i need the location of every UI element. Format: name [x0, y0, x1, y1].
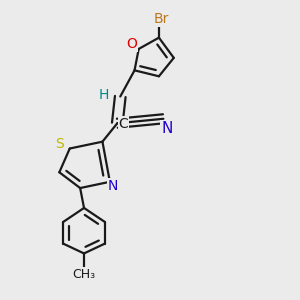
Text: CH₃: CH₃: [73, 268, 96, 281]
Text: C: C: [118, 117, 128, 131]
Text: N: N: [161, 121, 172, 136]
Text: N: N: [108, 179, 118, 193]
Text: S: S: [55, 137, 64, 151]
Text: O: O: [126, 38, 137, 52]
Text: Br: Br: [154, 12, 169, 26]
Text: H: H: [99, 88, 109, 102]
